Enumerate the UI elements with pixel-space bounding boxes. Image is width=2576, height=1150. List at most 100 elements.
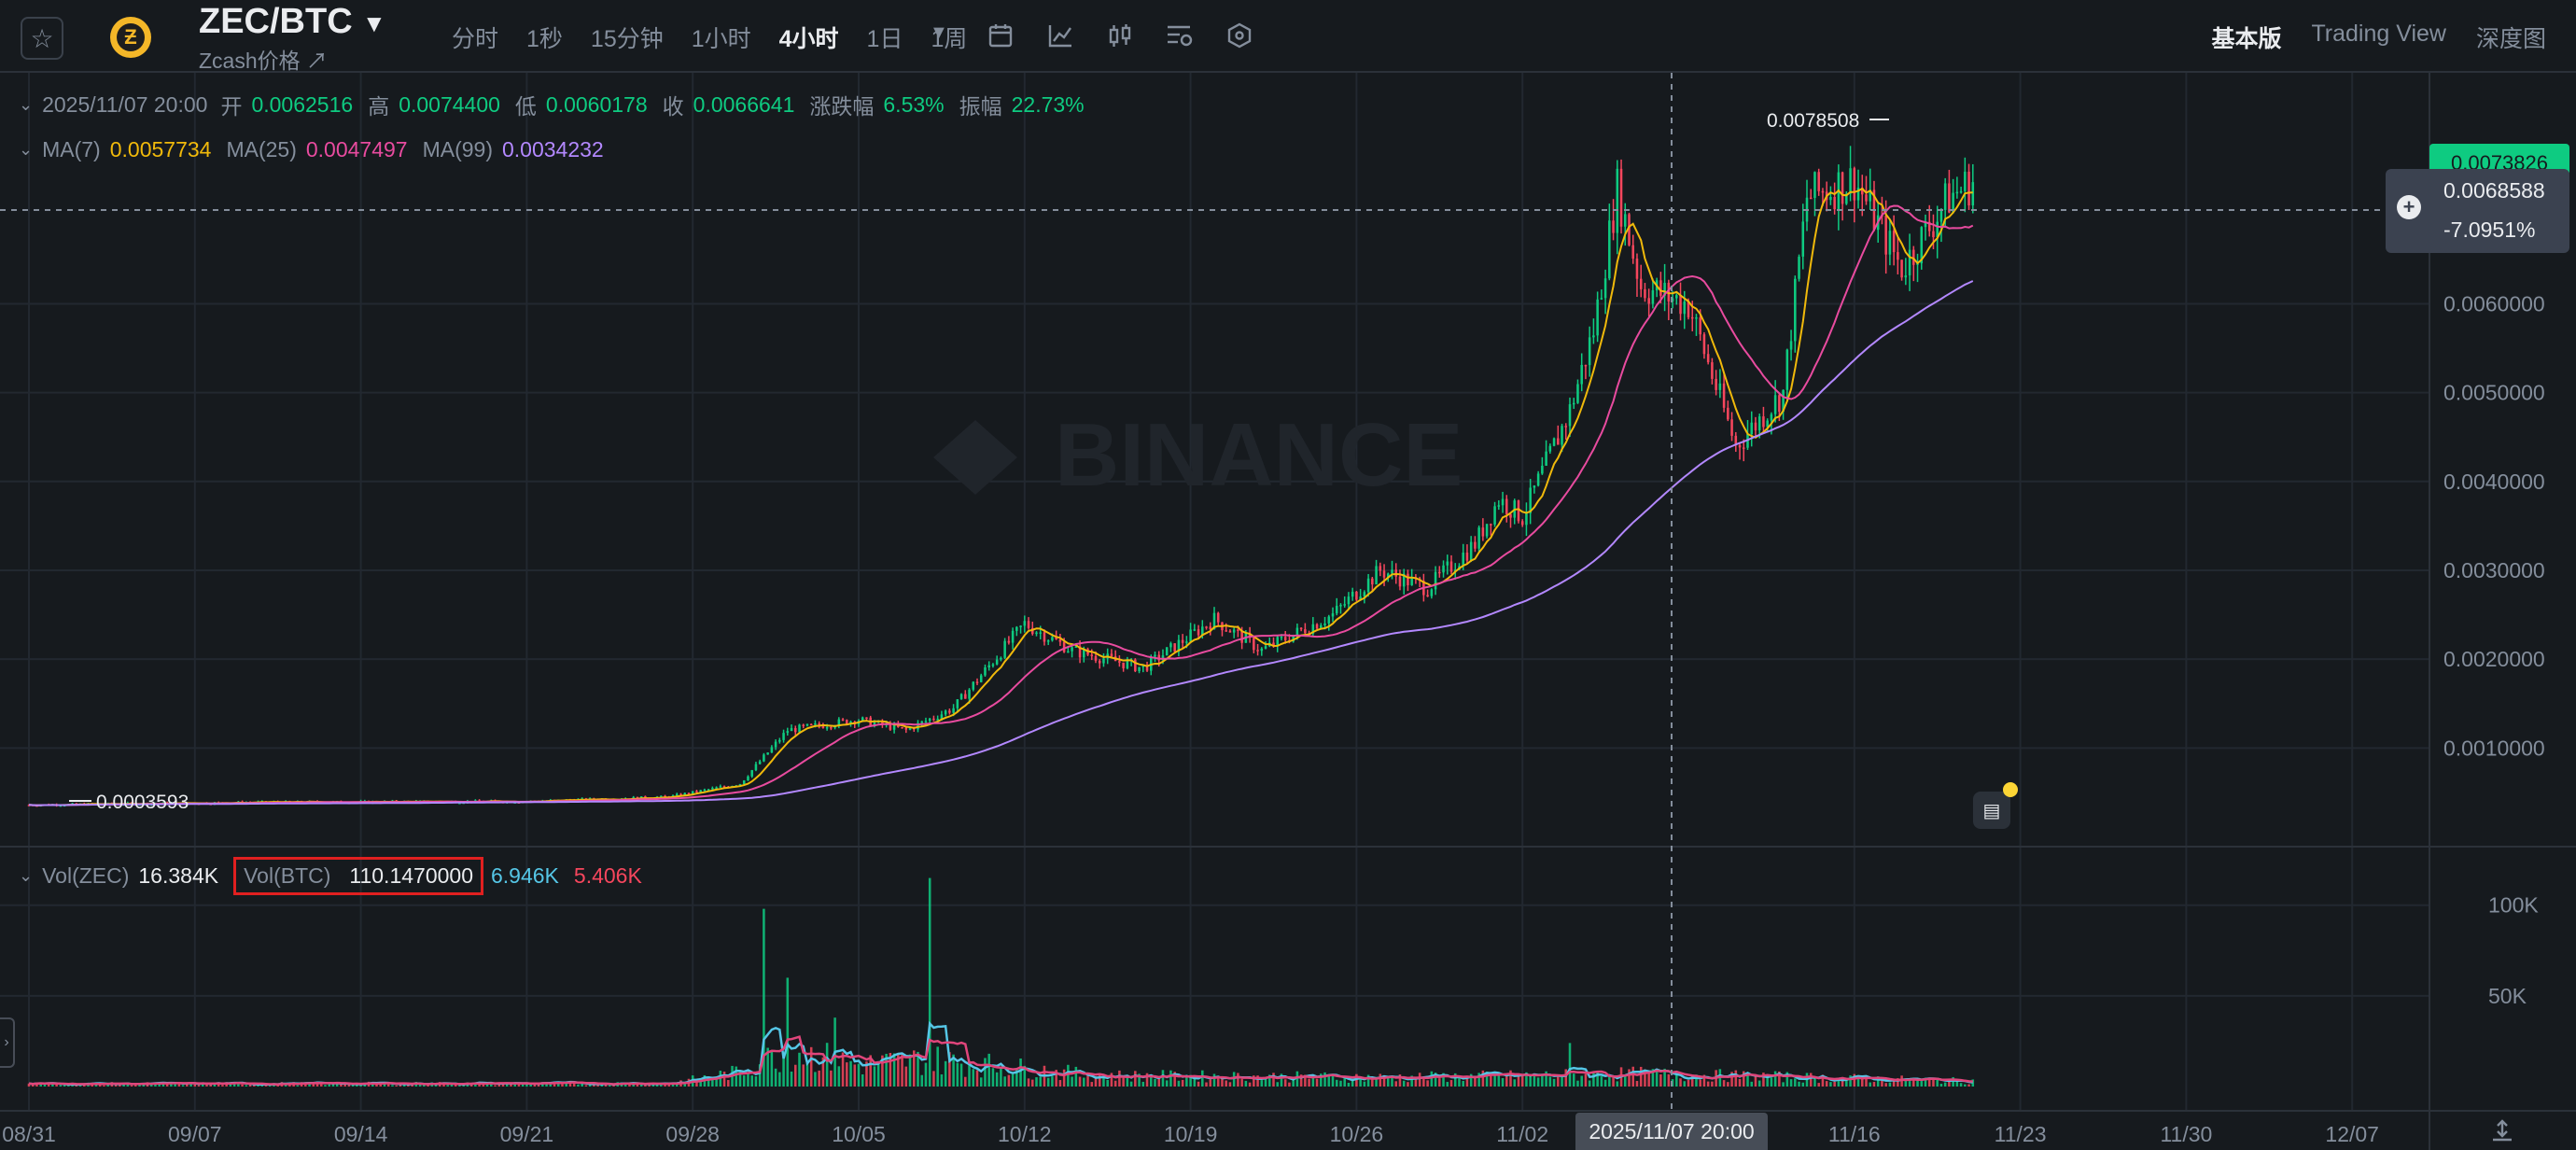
- hexagon-icon[interactable]: [1223, 19, 1256, 52]
- volume-bar: [1126, 1077, 1129, 1087]
- amplitude-label: 振幅: [959, 94, 1002, 119]
- candle-body: [1675, 295, 1678, 299]
- volume-bar: [521, 1084, 525, 1087]
- interval-tab[interactable]: 1小时: [691, 26, 751, 52]
- interval-tab[interactable]: 15分钟: [590, 26, 664, 52]
- view-depth[interactable]: 深度图: [2475, 26, 2546, 52]
- volume-bar: [1240, 1079, 1243, 1087]
- candle-body: [1943, 183, 1947, 210]
- collapse-chevron-icon[interactable]: ⌄: [19, 866, 34, 885]
- candle-body: [1782, 389, 1785, 413]
- volume-bar: [1513, 1079, 1517, 1087]
- volume-bar: [1541, 1074, 1544, 1087]
- pair-dropdown-caret-icon[interactable]: ▼: [362, 9, 386, 37]
- collapse-chevron-icon[interactable]: ⌄: [19, 94, 34, 114]
- view-tradingview[interactable]: Trading View: [2311, 21, 2446, 47]
- settings-icon[interactable]: [1163, 19, 1197, 52]
- volume-bar: [853, 1064, 857, 1087]
- candle-body: [802, 724, 805, 726]
- candle-body: [1347, 596, 1351, 605]
- volume-bar: [1134, 1071, 1137, 1087]
- volume-bar: [59, 1085, 63, 1087]
- candle-body: [1644, 288, 1646, 299]
- candle-body: [1083, 649, 1085, 658]
- candle-body: [683, 792, 687, 796]
- favorite-star-icon[interactable]: ☆: [21, 17, 63, 60]
- volume-bar: [308, 1082, 311, 1087]
- ma25-label: MA(25): [226, 137, 297, 161]
- volume-bar: [1908, 1081, 1911, 1087]
- volume-bar: [932, 1071, 935, 1087]
- volume-bar: [1667, 1073, 1671, 1087]
- volume-bar: [1825, 1081, 1828, 1087]
- view-basic[interactable]: 基本版: [2211, 26, 2282, 52]
- volume-bar: [197, 1085, 201, 1087]
- candle-body: [892, 723, 896, 730]
- candle-body: [691, 791, 694, 794]
- volume-bar: [51, 1084, 54, 1087]
- time-tick-label: 11/16: [1828, 1122, 1881, 1146]
- interval-tab[interactable]: 分时: [452, 26, 499, 52]
- candle-body: [758, 761, 762, 764]
- candle-body: [1391, 569, 1393, 574]
- line-chart-icon[interactable]: [1043, 19, 1077, 52]
- volume-bar: [1292, 1079, 1295, 1087]
- interval-tab[interactable]: 1秒: [526, 26, 563, 52]
- candle-body: [1770, 414, 1773, 421]
- volume-bar: [924, 1062, 928, 1087]
- pair-title[interactable]: ZEC/BTC: [199, 2, 353, 41]
- interval-tab[interactable]: 1日: [866, 26, 903, 52]
- candle-body: [944, 710, 947, 715]
- volume-bar: [1030, 1079, 1034, 1087]
- interval-tab-active[interactable]: 4小时: [778, 26, 839, 52]
- candle-body: [1197, 629, 1200, 636]
- volume-bar: [1964, 1084, 1967, 1087]
- time-tick-label: 10/12: [998, 1122, 1052, 1146]
- add-order-plus-icon[interactable]: +: [2397, 195, 2421, 219]
- volume-bar: [1663, 1068, 1666, 1087]
- volume-bar: [391, 1085, 394, 1087]
- candle-body: [1122, 662, 1125, 668]
- notes-icon[interactable]: ▤: [1973, 792, 2010, 829]
- reset-scale-icon[interactable]: [2490, 1118, 2514, 1149]
- volume-bar: [1177, 1080, 1181, 1087]
- volume-bar: [1055, 1070, 1057, 1087]
- ma25-value: 0.0047497: [305, 137, 408, 161]
- candle-body: [1722, 383, 1726, 408]
- collapse-chevron-icon[interactable]: ⌄: [19, 140, 34, 159]
- volume-bar: [1083, 1077, 1085, 1087]
- volume-bar: [1339, 1080, 1342, 1087]
- volume-bar: [1900, 1075, 1903, 1087]
- candle-icon[interactable]: [1103, 19, 1137, 52]
- volume-bar: [1762, 1073, 1765, 1087]
- candle-body: [1237, 629, 1239, 631]
- candle-body: [818, 722, 820, 726]
- volume-bar: [1062, 1069, 1066, 1087]
- candle-body: [1794, 278, 1797, 342]
- volume-bar: [517, 1082, 521, 1087]
- volume-bar: [632, 1084, 635, 1087]
- volume-bar: [1746, 1072, 1749, 1087]
- ohlc-legend: ⌄ 2025/11/07 20:00 开 0.0062516 高 0.00744…: [19, 89, 1099, 120]
- volume-bar: [1394, 1081, 1398, 1087]
- volume-bar: [383, 1083, 386, 1087]
- calendar-icon[interactable]: [984, 19, 1017, 52]
- interval-tab[interactable]: 1周: [931, 26, 968, 52]
- candle-body: [1612, 220, 1615, 233]
- volume-bar: [1386, 1077, 1390, 1087]
- volume-bar: [1327, 1074, 1331, 1087]
- candle-body: [1616, 168, 1619, 233]
- volume-bar: [1959, 1083, 1963, 1087]
- time-tick-label: 11/23: [1995, 1122, 2047, 1146]
- volume-bar: [1876, 1076, 1880, 1087]
- close-label: 收: [662, 94, 684, 119]
- candle-body: [1501, 498, 1505, 506]
- expand-left-chevron-icon[interactable]: ›: [0, 1017, 15, 1068]
- candle-body: [1647, 298, 1650, 304]
- open-value: 0.0062516: [251, 91, 354, 117]
- volume-bar: [738, 1071, 742, 1087]
- more-intervals-caret-icon[interactable]: ▼: [930, 22, 948, 43]
- candle-body: [1734, 435, 1738, 445]
- pair-subtitle-link[interactable]: Zcash价格 ↗: [199, 49, 329, 73]
